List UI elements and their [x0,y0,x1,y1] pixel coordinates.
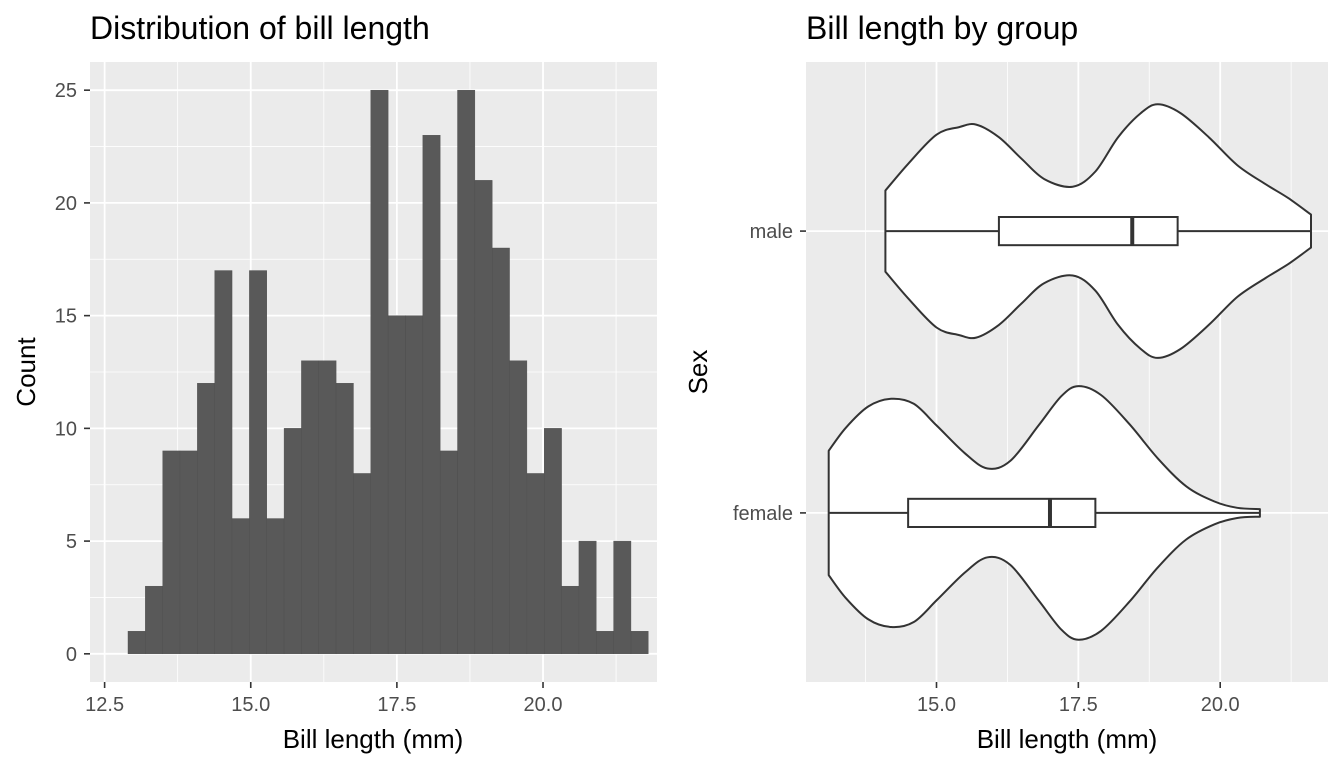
histogram-bar [561,585,580,655]
histogram-y-axis: 0 5 10 15 20 25 [55,80,90,666]
histogram-y-tick-label: 10 [55,418,77,440]
violin-boxplots [828,216,1311,528]
histogram-bar [492,247,510,655]
histogram-bar [335,383,354,655]
histogram-bar [214,270,233,655]
histogram-y-axis-title: Count [11,337,41,407]
histogram-bar [266,518,285,655]
histogram-bar [387,315,406,655]
histogram-bar [474,180,493,655]
histogram-bar [613,540,632,655]
violin-panel: Bill length by group 15.0 17.5 20.0 male fe… [683,10,1328,754]
violin-y-axis-title: Sex [683,350,713,395]
histogram-bar [197,383,215,655]
histogram-bar [145,585,163,655]
histogram-bar [127,631,146,655]
histogram-x-tick-label: 17.5 [377,694,416,716]
histogram-bar [457,89,476,655]
violin-y-tick-label: female [733,503,793,525]
histogram-bar [439,450,458,655]
histogram-x-axis-title: Bill length (mm) [283,724,464,754]
histogram-bars [127,89,649,655]
violin-y-tick-label: male [750,221,793,243]
histogram-y-tick-label: 20 [55,193,77,215]
histogram-x-tick-label: 20.0 [524,694,563,716]
histogram-panel: Distribution of bill length 12.5 15.0 17.5… [11,10,657,754]
violin-x-tick-label: 15.0 [917,694,956,716]
violin-x-axis-title: Bill length (mm) [977,724,1158,754]
histogram-bar [162,450,181,655]
violin-x-tick-label: 17.5 [1059,694,1098,716]
histogram-bar [179,450,198,655]
violin-y-axis: male female [733,221,806,525]
violin-title: Bill length by group [806,10,1078,46]
histogram-bar [353,473,371,655]
histogram-y-tick-label: 5 [66,531,77,553]
violin-x-axis: 15.0 17.5 20.0 [917,682,1240,716]
boxplot-box-female [907,497,1097,528]
histogram-x-tick-label: 12.5 [85,694,124,716]
histogram-bar [405,315,424,655]
histogram-x-tick-label: 15.0 [231,694,270,716]
histogram-bar [596,631,614,655]
histogram-bar [370,89,389,655]
histogram-bar [526,473,545,655]
histogram-bar [422,135,441,655]
histogram-title: Distribution of bill length [90,10,430,46]
histogram-bar [578,540,597,655]
histogram-bar [283,428,302,655]
histogram-y-tick-label: 0 [66,644,77,666]
boxplot-box-male [997,216,1179,247]
histogram-y-tick-label: 25 [55,80,77,102]
histogram-bar [301,360,319,655]
histogram-bar [249,270,267,655]
histogram-bar [630,631,649,655]
histogram-y-tick-label: 15 [55,306,77,328]
histogram-bar [318,360,337,655]
histogram-bar [544,428,562,655]
histogram-bar [509,360,528,655]
histogram-bar [231,518,250,655]
violin-x-tick-label: 20.0 [1201,694,1240,716]
histogram-x-axis: 12.5 15.0 17.5 20.0 [85,682,562,716]
